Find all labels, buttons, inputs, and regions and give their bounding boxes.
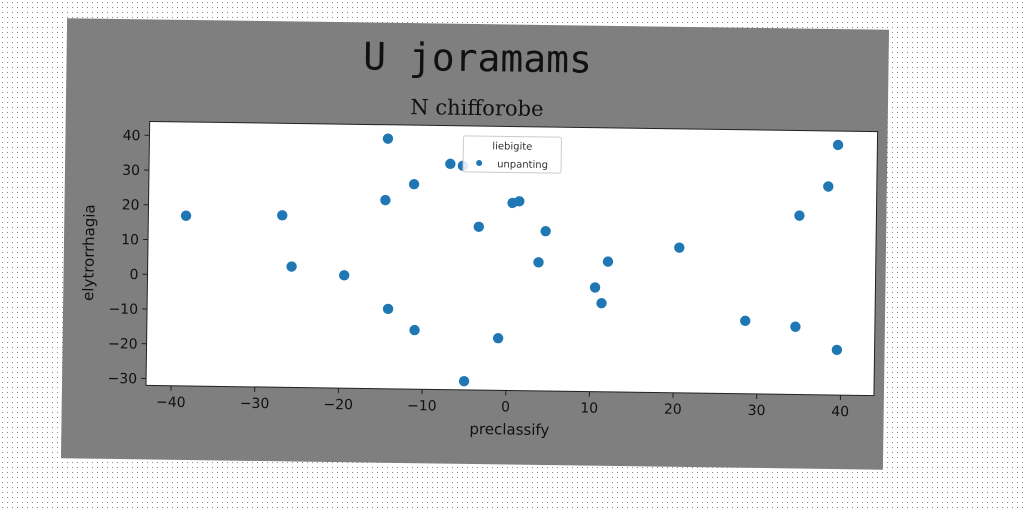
scatter-point [831,344,843,356]
scatter-point [445,158,456,170]
plot-area [145,120,879,397]
scatter-point [409,324,420,336]
x-axis: −40 −30 −20 −10 0 10 20 30 40 [156,385,849,420]
x-tick-label: 0 [501,399,510,415]
scatter-point [492,333,504,344]
scatter-point [338,270,350,281]
x-tick-label: −30 [240,396,270,412]
scatter-point [540,225,551,237]
y-tick-label: 20 [122,197,140,213]
y-axis: −30 −20 −10 0 10 20 30 40 [107,128,150,387]
x-tick-label: −40 [156,395,186,411]
scatter-point [823,181,834,192]
data-points [180,133,844,387]
scatter-point [382,133,394,144]
scatter-point [596,297,607,309]
x-tick-label: 20 [664,402,682,418]
legend-entry: unpanting [497,159,548,171]
scatter-point [602,256,614,267]
y-tick-label: 10 [121,232,139,248]
scatter-point [790,321,801,332]
y-tick-label: −10 [108,301,138,317]
scatter-point [794,210,805,221]
scatter-point [740,315,751,327]
x-tick-label: 30 [748,403,766,419]
legend-box [462,135,562,174]
x-tick-label: −20 [323,397,353,413]
legend: liebigite unpanting [462,135,562,174]
x-tick-label: −10 [407,398,437,414]
legend-title: liebigite [492,141,532,153]
scatter-point [832,139,844,151]
x-tick-label: 40 [831,404,849,420]
scatter-point [589,282,601,293]
y-tick-label: −20 [108,336,138,352]
x-tick-label: 10 [580,400,598,416]
chart-figure: U joramams N chifforobe −30 −20 −10 0 10 20 30… [60,18,890,470]
y-axis-label: elytrorrhagia [79,204,98,301]
y-tick-label: 30 [122,163,140,179]
y-tick-label: 0 [129,267,138,283]
y-tick-label: 40 [123,128,141,144]
scatter-point [533,257,544,268]
scatter-point [277,210,288,221]
x-axis-label: preclassify [469,420,549,439]
scatter-point [380,194,391,206]
legend-marker [476,160,483,167]
scatter-point [180,210,192,221]
y-tick-label: −30 [107,371,137,387]
scatter-point [382,303,394,315]
scatter-point [286,261,297,272]
scatter-point [674,242,685,253]
scatter-point [408,178,420,190]
scatter-point [458,375,470,387]
scatter-plot: −30 −20 −10 0 10 20 30 40 −40 −30 −20 −10 0 10 20 30 40… [79,120,879,439]
scatter-point [473,221,484,232]
scatter-point [514,196,525,207]
